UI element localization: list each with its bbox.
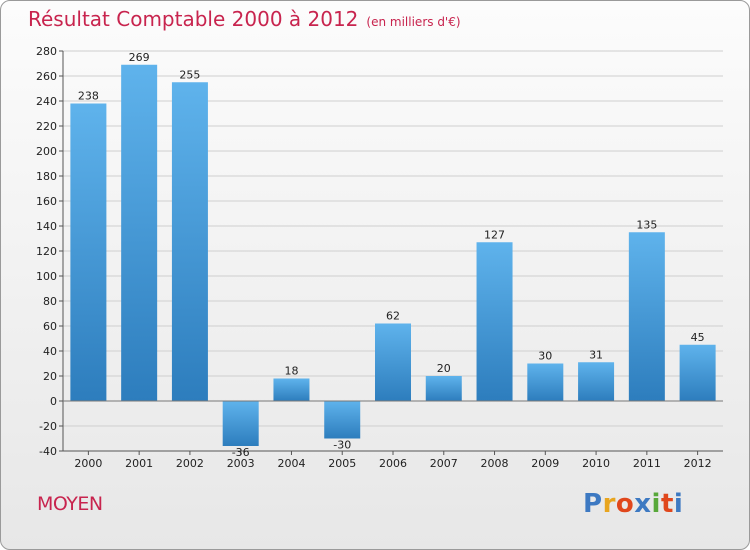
value-label-2006: 62 bbox=[386, 310, 400, 323]
y-tick-label: 280 bbox=[36, 45, 57, 58]
value-label-2008: 127 bbox=[484, 228, 505, 241]
bar-2010 bbox=[578, 362, 615, 401]
bar-2005 bbox=[324, 401, 361, 439]
y-tick-label: 240 bbox=[36, 95, 57, 108]
y-tick-label: 0 bbox=[50, 395, 57, 408]
value-label-2007: 20 bbox=[437, 362, 451, 375]
value-label-2004: 18 bbox=[284, 365, 298, 378]
value-label-2002: 255 bbox=[179, 68, 200, 81]
x-tick-label: 2001 bbox=[125, 457, 153, 470]
y-tick-label: 100 bbox=[36, 270, 57, 283]
logo-letter: i bbox=[651, 489, 661, 519]
x-tick-label: 2005 bbox=[328, 457, 356, 470]
value-label-2009: 30 bbox=[538, 350, 552, 363]
x-tick-label: 2006 bbox=[379, 457, 407, 470]
chart-title: Résultat Comptable 2000 à 2012 (en millie… bbox=[28, 7, 461, 31]
bar-2001 bbox=[121, 64, 158, 401]
bar-2003 bbox=[222, 401, 259, 446]
y-tick-label: 180 bbox=[36, 170, 57, 183]
x-tick-label: 2010 bbox=[582, 457, 610, 470]
x-tick-label: 2002 bbox=[176, 457, 204, 470]
bar-2008 bbox=[476, 242, 513, 401]
axes: -40-200204060801001201401601802002202402… bbox=[36, 45, 723, 470]
y-tick-label: 80 bbox=[43, 295, 57, 308]
value-label-2000: 238 bbox=[78, 90, 99, 103]
x-tick-label: 2004 bbox=[277, 457, 305, 470]
logo-letter: r bbox=[602, 489, 616, 519]
x-tick-label: 2012 bbox=[684, 457, 712, 470]
bar-2002 bbox=[171, 82, 208, 401]
proxiti-logo: Proxiti bbox=[583, 489, 683, 519]
value-labels: 238 269 255 -36 18 -30 62 20 127 30 31 135 45 bbox=[78, 51, 705, 459]
y-tick-label: -20 bbox=[39, 420, 57, 433]
value-label-2012: 45 bbox=[691, 331, 705, 344]
logo-letter: t bbox=[660, 489, 674, 519]
y-tick-label: 140 bbox=[36, 220, 57, 233]
x-tick-label: 2008 bbox=[481, 457, 509, 470]
bar-2000 bbox=[70, 103, 107, 401]
y-tick-label: 220 bbox=[36, 120, 57, 133]
bar-2009 bbox=[527, 363, 564, 401]
x-tick-label: 2009 bbox=[531, 457, 559, 470]
value-label-2001: 269 bbox=[129, 51, 150, 64]
logo-letter: P bbox=[583, 489, 603, 519]
commune-name: MOYEN bbox=[37, 493, 103, 515]
y-tick-label: -40 bbox=[39, 445, 57, 458]
y-tick-label: 200 bbox=[36, 145, 57, 158]
chart-title-text: Résultat Comptable 2000 à 2012 bbox=[28, 7, 359, 31]
bar-2007 bbox=[425, 376, 462, 401]
bar-2006 bbox=[375, 323, 411, 401]
y-tick-label: 120 bbox=[36, 245, 57, 258]
logo-letter: i bbox=[673, 489, 684, 519]
bar-2004 bbox=[273, 378, 310, 401]
value-label-2003: -36 bbox=[232, 446, 250, 459]
value-label-2011: 135 bbox=[636, 218, 657, 231]
value-label-2005: -30 bbox=[333, 439, 351, 452]
y-tick-label: 60 bbox=[43, 320, 57, 333]
logo-letter: o bbox=[615, 489, 635, 519]
y-tick-label: 40 bbox=[43, 345, 57, 358]
y-tick-label: 260 bbox=[36, 70, 57, 83]
y-tick-label: 20 bbox=[43, 370, 57, 383]
x-tick-label: 2000 bbox=[74, 457, 102, 470]
logo-letter: x bbox=[634, 489, 652, 519]
y-tick-label: 160 bbox=[36, 195, 57, 208]
x-tick-label: 2003 bbox=[227, 457, 255, 470]
bar-group bbox=[70, 64, 716, 446]
value-label-2010: 31 bbox=[589, 348, 603, 361]
bar-2012 bbox=[679, 344, 716, 401]
chart-unit-note: (en milliers d'€) bbox=[366, 15, 461, 29]
x-tick-label: 2011 bbox=[633, 457, 661, 470]
x-tick-label: 2007 bbox=[430, 457, 458, 470]
bar-2011 bbox=[628, 232, 665, 401]
